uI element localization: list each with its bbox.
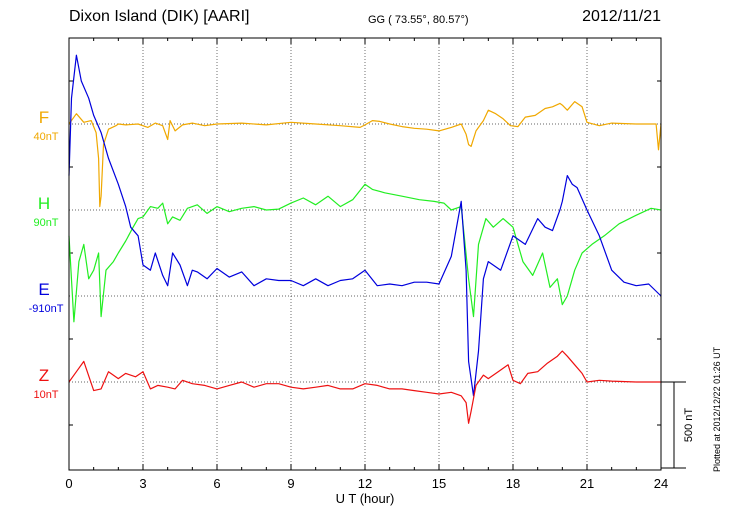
- series-name-e: E: [38, 280, 49, 299]
- series-name-f: F: [39, 108, 49, 127]
- date-label: 2012/11/21: [582, 8, 661, 25]
- scale-bar: 500 nT: [661, 381, 695, 469]
- x-tick-label: 0: [65, 476, 72, 491]
- x-tick-label: 18: [506, 476, 520, 491]
- x-tick-label: 21: [580, 476, 594, 491]
- x-tick-label: 12: [358, 476, 372, 491]
- station-title: Dixon Island (DIK) [AARI]: [69, 8, 250, 25]
- series-name-h: H: [38, 194, 50, 213]
- series-name-z: Z: [39, 366, 49, 385]
- x-tick-label: 3: [139, 476, 146, 491]
- series-baseline-z: 10nT: [33, 389, 58, 401]
- x-tick-label: 6: [213, 476, 220, 491]
- series-line-h: [68, 183, 662, 323]
- series-layer: [68, 54, 662, 424]
- series-baseline-h: 90nT: [33, 217, 58, 229]
- plot-frame: [68, 37, 662, 471]
- x-tick-label: 15: [432, 476, 446, 491]
- series-line-e: [68, 54, 662, 397]
- plotted-timestamp: Plotted at 2012/12/22 01:26 UT: [712, 346, 722, 472]
- x-tick-label: 9: [287, 476, 294, 491]
- x-axis-label: U T (hour): [336, 491, 395, 506]
- time-axis: 0 3 6 9 12 15 18 21 24: [65, 38, 668, 491]
- x-tick-label: 24: [654, 476, 668, 491]
- series-line-z: [68, 350, 661, 424]
- geographic-coords: GG ( 73.55°, 80.57°): [368, 14, 469, 26]
- series-baseline-f: 40nT: [33, 131, 58, 143]
- series-labels: F 40nT H 90nT E -910nT Z 10nT: [29, 108, 64, 401]
- scale-bar-label: 500 nT: [683, 408, 695, 443]
- grid-lines: [69, 38, 661, 470]
- series-line-f: [68, 100, 662, 208]
- series-baseline-e: -910nT: [29, 303, 64, 315]
